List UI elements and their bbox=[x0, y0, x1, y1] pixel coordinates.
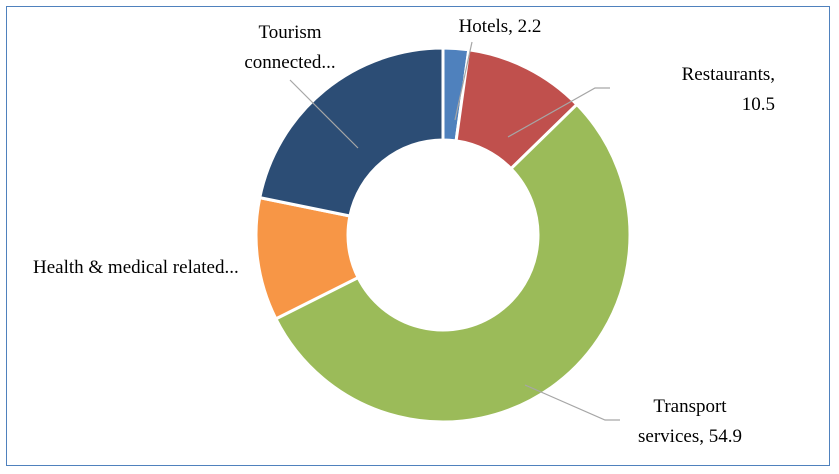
leader-line bbox=[289, 79, 359, 149]
data-label: Transport services, 54.9 bbox=[638, 396, 742, 447]
data-label: Tourism connected... bbox=[244, 22, 336, 73]
leader-line bbox=[454, 41, 473, 121]
leader-line bbox=[524, 384, 620, 421]
donut-slice bbox=[273, 102, 632, 424]
data-label: Restaurants, 10.5 bbox=[681, 64, 775, 115]
data-label: Hotels, 2.2 bbox=[458, 16, 542, 37]
chart-frame bbox=[6, 6, 830, 466]
leader-lines bbox=[289, 41, 620, 421]
leader-line bbox=[507, 87, 610, 138]
donut-slice bbox=[257, 46, 445, 218]
data-label: Health & medical related... bbox=[33, 257, 239, 278]
slices bbox=[254, 46, 632, 424]
